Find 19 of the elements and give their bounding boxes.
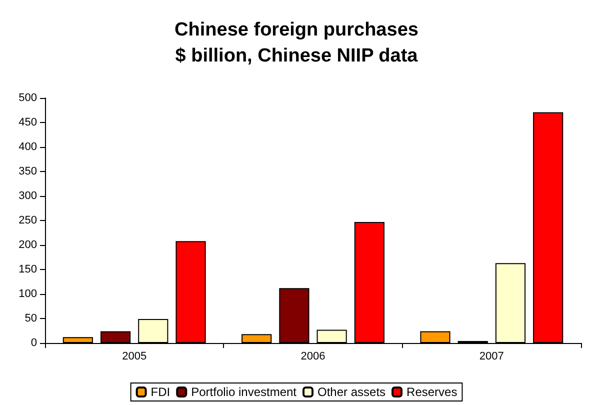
chart-title: Chinese foreign purchases $ billion, Chinese NIIP data	[174, 20, 418, 66]
y-tick-label: 0	[30, 337, 37, 349]
y-tick-label: 500	[18, 92, 37, 104]
y-tick-label: 300	[18, 190, 37, 202]
y-tick-label: 100	[18, 288, 37, 300]
y-tick-label: 350	[18, 166, 37, 178]
legend-label: Other assets	[318, 385, 386, 399]
legend-label: FDI	[150, 385, 170, 399]
y-tick-label: 250	[18, 214, 37, 226]
legend-label: Reserves	[406, 385, 458, 399]
y-tick-label: 450	[18, 116, 37, 128]
y-tick-label: 400	[18, 141, 37, 153]
y-tick-label: 200	[18, 239, 37, 251]
y-tick-label: 50	[24, 312, 37, 324]
legend-label: Portfolio investment	[191, 385, 298, 399]
x-tick-label: 2006	[300, 350, 326, 362]
x-tick-label: 2005	[122, 350, 147, 362]
x-tick-label: 2007	[479, 350, 504, 362]
y-tick-label: 150	[18, 264, 37, 276]
